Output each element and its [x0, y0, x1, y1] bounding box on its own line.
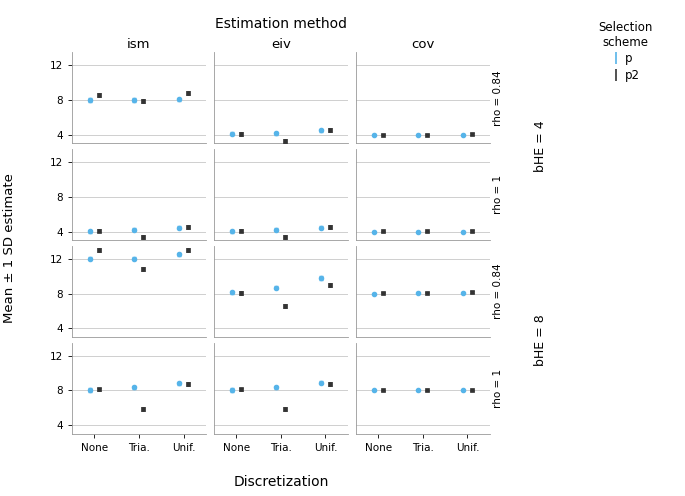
Text: rho = 0.84: rho = 0.84: [493, 264, 503, 319]
Title: ism: ism: [127, 38, 151, 51]
Text: Estimation method: Estimation method: [215, 17, 347, 31]
Text: bHE = 8: bHE = 8: [534, 314, 547, 366]
Title: cov: cov: [411, 38, 434, 51]
Text: bHE = 4: bHE = 4: [534, 121, 547, 172]
Text: rho = 0.84: rho = 0.84: [493, 70, 503, 125]
Legend: p, p2: p, p2: [599, 21, 653, 82]
Text: Mean ± 1 SD estimate: Mean ± 1 SD estimate: [3, 173, 16, 323]
Text: rho = 1: rho = 1: [493, 369, 503, 408]
Title: eiv: eiv: [271, 38, 291, 51]
Text: rho = 1: rho = 1: [493, 175, 503, 214]
Text: Discretization: Discretization: [233, 475, 329, 489]
